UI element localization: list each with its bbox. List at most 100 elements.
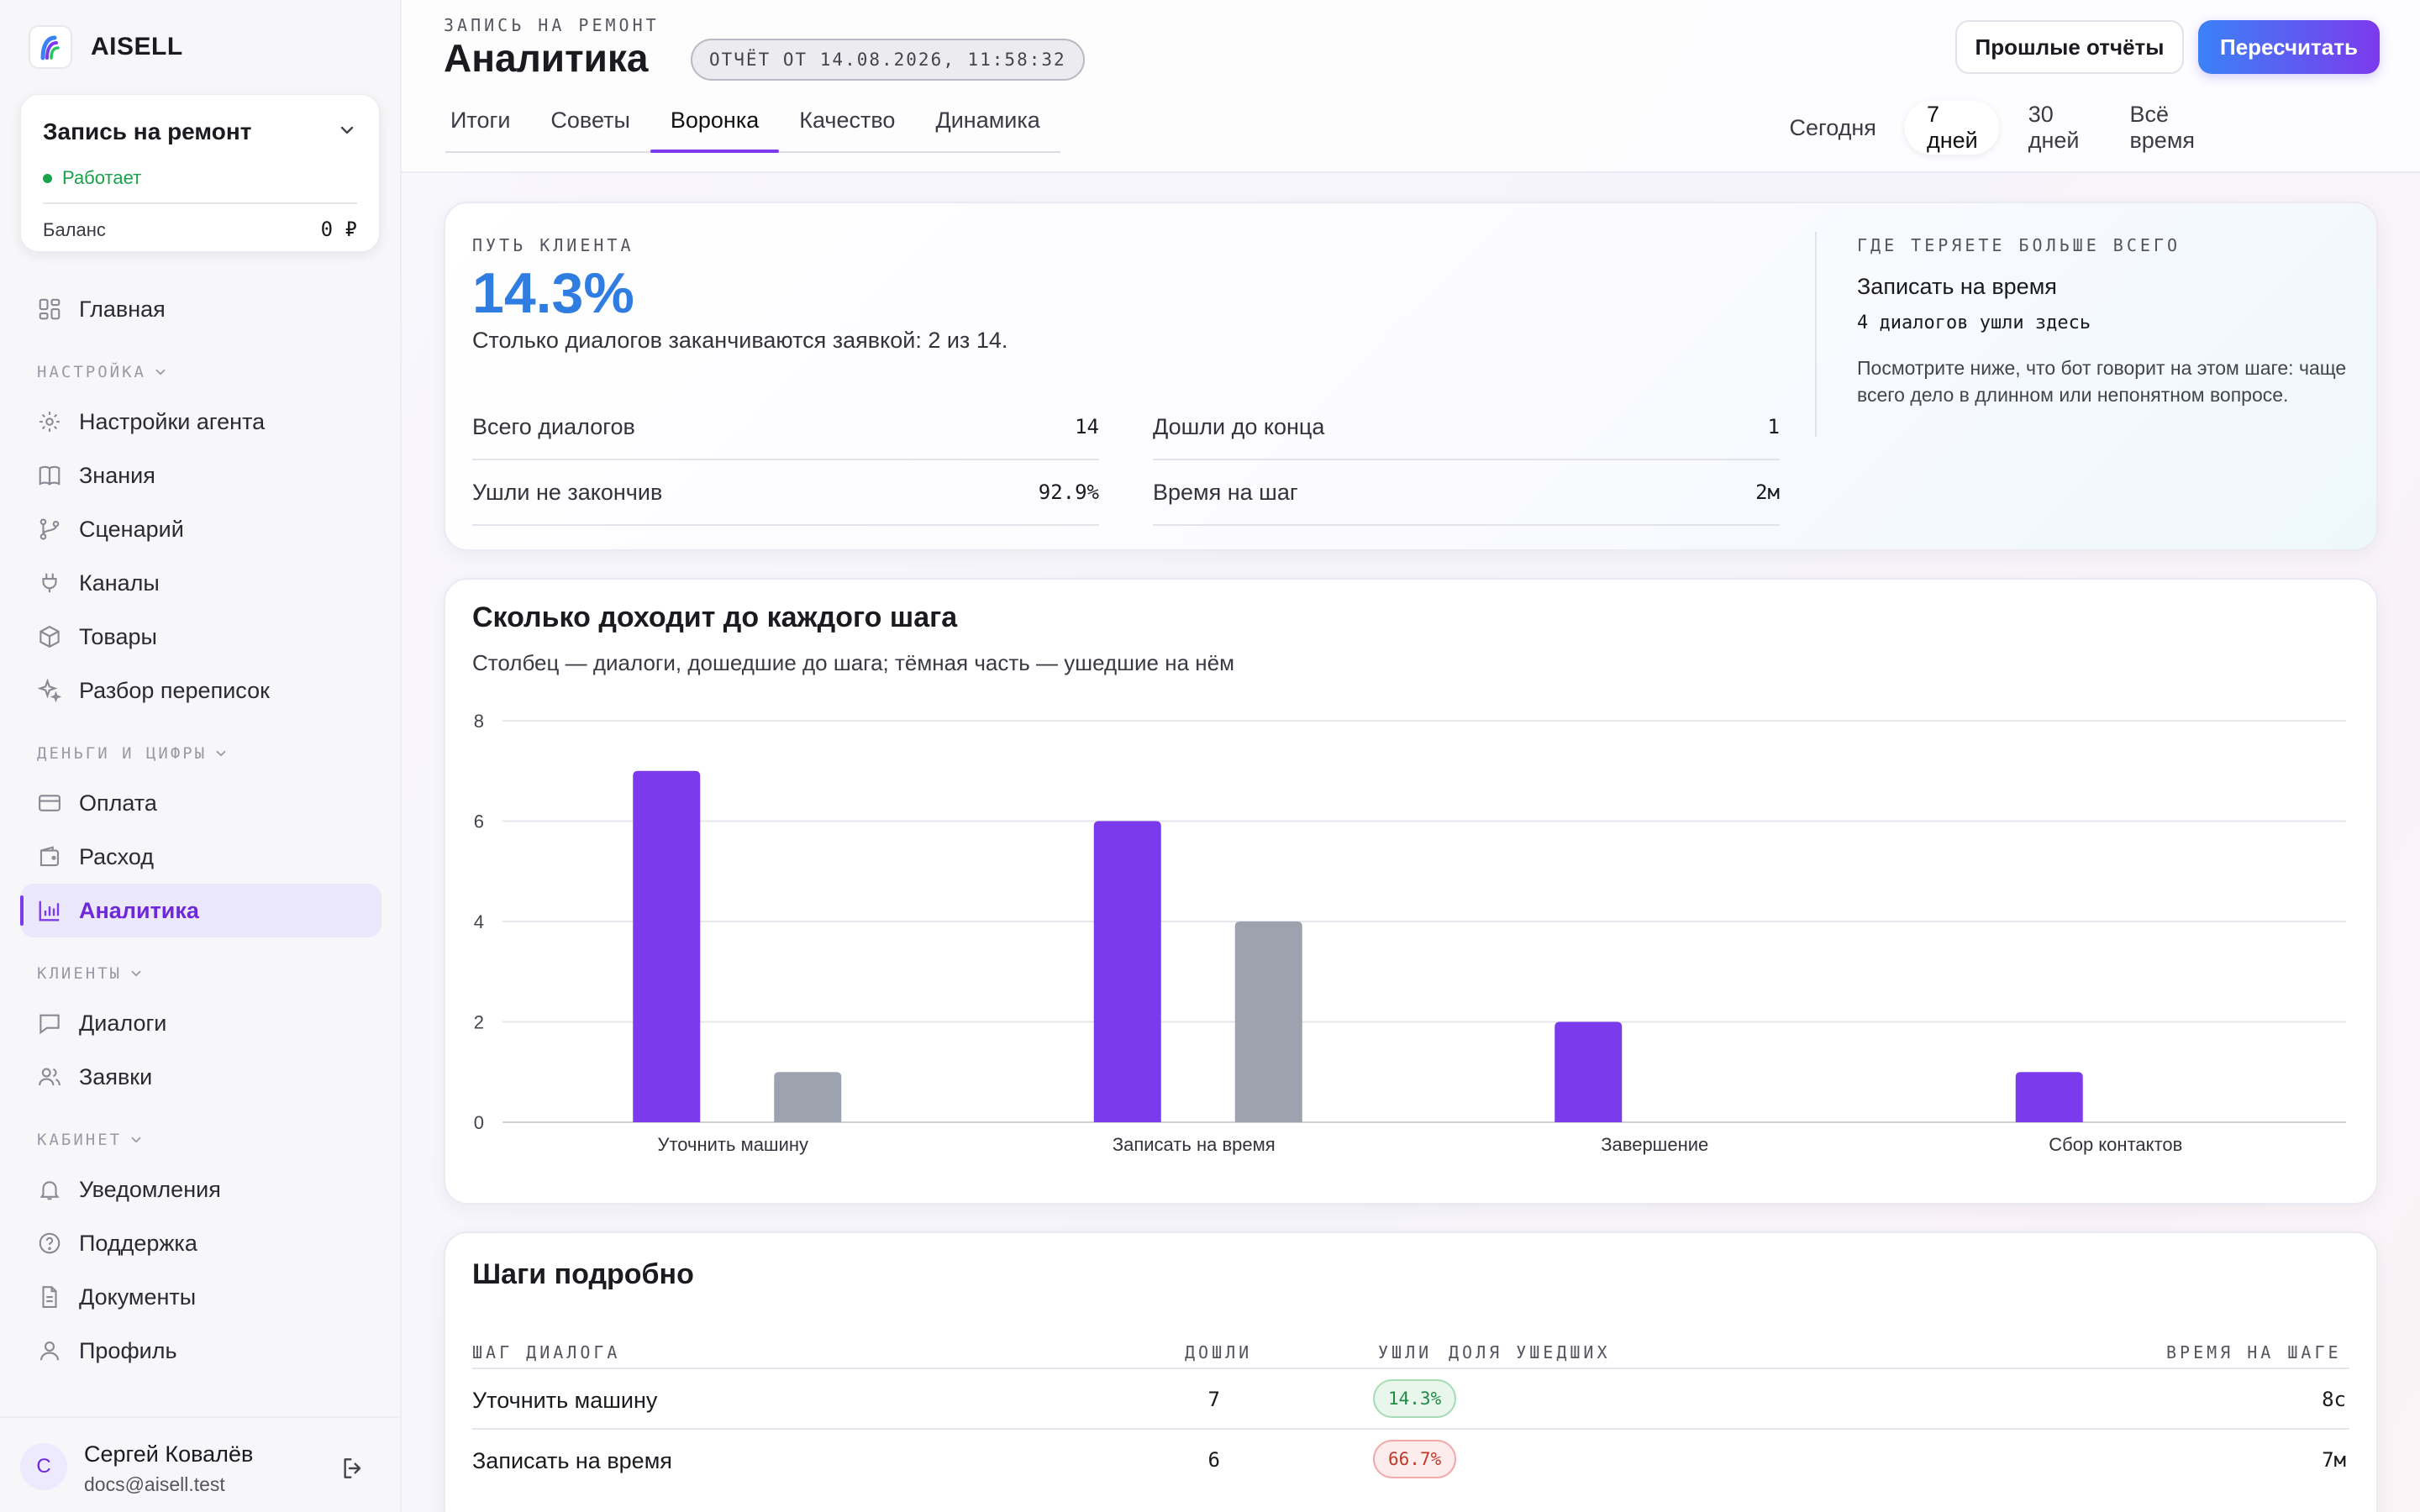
sidebar-item-label: Товары <box>79 623 157 649</box>
section-cabinet-toggle[interactable]: КАБИНЕТ <box>20 1104 381 1163</box>
sidebar-item-label: Сценарий <box>79 516 184 542</box>
sidebar-item-label: Расход <box>79 843 155 869</box>
help-circle-icon <box>39 1232 60 1254</box>
share-badge: 14.3% <box>1373 1379 1457 1418</box>
period-7-days[interactable]: 7 дней <box>1904 101 2000 155</box>
period-30-days[interactable]: 30 дней <box>2028 102 2080 153</box>
column-header-left: УШЛИ <box>1378 1342 1433 1362</box>
gear-icon <box>39 412 60 432</box>
sidebar-item-label: Документы <box>79 1284 197 1310</box>
period-today[interactable]: Сегодня <box>1789 114 1876 140</box>
sidebar-item-label: Поддержка <box>79 1230 197 1256</box>
sidebar-item-support[interactable]: Поддержка <box>20 1216 381 1270</box>
metric-value: 2м <box>1755 480 1780 504</box>
past-reports-button[interactable]: Прошлые отчёты <box>1955 20 2184 74</box>
reached-count: 6 <box>1207 1448 1220 1472</box>
biggest-loss-count: 4 диалогов ушли здесь <box>1857 312 2091 333</box>
sidebar-item-products[interactable]: Товары <box>20 610 381 664</box>
sidebar-item-label: Каналы <box>79 570 160 596</box>
agent-selector[interactable]: Запись на ремонт Работает Баланс 0 ₽ <box>20 94 380 252</box>
section-settings-toggle[interactable]: НАСТРОЙКА <box>20 336 381 395</box>
tab-tips[interactable]: Советы <box>550 108 630 133</box>
balance-label: Баланс <box>43 219 106 240</box>
card-icon <box>39 795 60 811</box>
section-money-toggle[interactable]: ДЕНЬГИ И ЦИФРЫ <box>20 717 381 776</box>
y-tick-label: 2 <box>474 1012 484 1033</box>
sidebar-item-label: Диалоги <box>79 1010 167 1036</box>
chevron-down-icon[interactable] <box>337 120 357 140</box>
tab-results[interactable]: Итоги <box>450 108 511 133</box>
agent-status: Работает <box>43 167 141 189</box>
sidebar-item-chat-review[interactable]: Разбор переписок <box>20 664 381 717</box>
sparkle-icon <box>37 678 62 703</box>
metric-dropped: Ушли не закончив 92.9% <box>472 460 1099 526</box>
sidebar-item-knowledge[interactable]: Знания <box>20 449 381 502</box>
sidebar-item-requests[interactable]: Заявки <box>20 1050 381 1104</box>
logout-icon[interactable] <box>339 1455 366 1482</box>
sidebar-nav: Главная НАСТРОЙКА Настройки агента Знани… <box>20 282 381 1378</box>
period-all-time[interactable]: Всё время <box>2129 102 2195 153</box>
column-header-share: ДОЛЯ УШЕДШИХ <box>1449 1342 1611 1362</box>
sidebar-item-label: Профиль <box>79 1337 177 1363</box>
bar <box>1093 821 1161 1122</box>
sidebar-item-notifications[interactable]: Уведомления <box>20 1163 381 1216</box>
step-name: Уточнить машину <box>472 1388 658 1413</box>
breadcrumb: ЗАПИСЬ НА РЕМОНТ <box>444 15 660 35</box>
sidebar-item-profile[interactable]: Профиль <box>20 1324 381 1378</box>
sidebar-item-expenses[interactable]: Расход <box>20 830 381 884</box>
brand-name: AISELL <box>91 33 183 60</box>
sidebar-item-payment[interactable]: Оплата <box>20 776 381 830</box>
tab-funnel[interactable]: Воронка <box>650 101 780 153</box>
period-selector: Сегодня 7 дней 30 дней Всё время <box>1767 101 2217 155</box>
user-name: Сергей Ковалёв <box>84 1441 254 1467</box>
time-on-step: 8с <box>2322 1388 2346 1411</box>
column-header-reached: ДОШЛИ <box>1185 1342 1253 1362</box>
report-date-badge: ОТЧЁТ ОТ 14.08.2026, 11:58:32 <box>691 39 1085 81</box>
chart-subtitle: Столбец — диалоги, дошедшие до шага; тём… <box>472 650 1234 675</box>
sidebar-item-agent-settings[interactable]: Настройки агента <box>20 395 381 449</box>
tab-quality[interactable]: Качество <box>799 108 896 133</box>
chart-title: Сколько доходит до каждого шага <box>472 601 958 633</box>
metric-label: Дошли до конца <box>1153 413 1325 439</box>
metric-completed: Дошли до конца 1 <box>1153 395 1780 460</box>
sidebar-item-dialogs[interactable]: Диалоги <box>20 996 381 1050</box>
table-row[interactable]: Уточнить машину 7 1 14.3% 8с <box>472 1368 2349 1428</box>
bar <box>1234 921 1302 1122</box>
y-tick-label: 6 <box>474 811 484 832</box>
sidebar-item-label: Аналитика <box>79 897 199 923</box>
funnel-bar-chart: 0 2 4 6 8 Уточнить машину Записать на время Зав… <box>474 711 2346 1155</box>
y-tick-label: 0 <box>474 1112 484 1133</box>
conversion-rate: 14.3% <box>472 261 634 325</box>
bar <box>774 1072 842 1122</box>
column-header-time: ВРЕМЯ НА ШАГЕ <box>2166 1342 2342 1362</box>
funnel-chart-card: Сколько доходит до каждого шага Столбец … <box>444 578 2378 1205</box>
divider <box>43 202 357 204</box>
conversion-description: Столько диалогов заканчиваются заявкой: … <box>472 328 1008 353</box>
sidebar-item-home[interactable]: Главная <box>20 282 381 336</box>
chevron-down-icon <box>131 970 141 977</box>
branch-icon <box>39 518 60 540</box>
box-icon <box>39 625 60 648</box>
step-name: Записать на время <box>472 1448 672 1473</box>
section-clients-toggle[interactable]: КЛИЕНТЫ <box>20 937 381 996</box>
balance-value: 0 ₽ <box>320 218 357 241</box>
sidebar-item-analytics[interactable]: Аналитика <box>20 884 381 937</box>
sidebar-item-label: Настройки агента <box>79 408 266 434</box>
sidebar-item-scenario[interactable]: Сценарий <box>20 502 381 556</box>
recalculate-button[interactable]: Пересчитать <box>2198 20 2380 74</box>
sidebar-item-channels[interactable]: Каналы <box>20 556 381 610</box>
avatar[interactable]: С <box>20 1443 67 1490</box>
table-row[interactable]: Записать на время 6 4 66.7% 7м <box>472 1428 2349 1488</box>
page-header: ЗАПИСЬ НА РЕМОНТ Аналитика ОТЧЁТ ОТ 14.0… <box>402 0 2420 173</box>
sidebar: AISELL Запись на ремонт Работает Баланс … <box>0 0 402 1512</box>
sidebar-item-documents[interactable]: Документы <box>20 1270 381 1324</box>
user-icon <box>39 1341 60 1361</box>
analytics-tabs: Итоги Советы Воронка Качество Динамика <box>445 101 1060 153</box>
status-dot-icon <box>43 173 52 183</box>
x-tick-label: Сбор контактов <box>2049 1134 2182 1155</box>
x-tick-label: Завершение <box>1601 1134 1708 1155</box>
section-label: НАСТРОЙКА <box>37 363 146 381</box>
brand[interactable]: AISELL <box>29 25 183 69</box>
tab-dynamics[interactable]: Динамика <box>935 108 1040 133</box>
user-email: docs@aisell.test <box>84 1473 225 1495</box>
